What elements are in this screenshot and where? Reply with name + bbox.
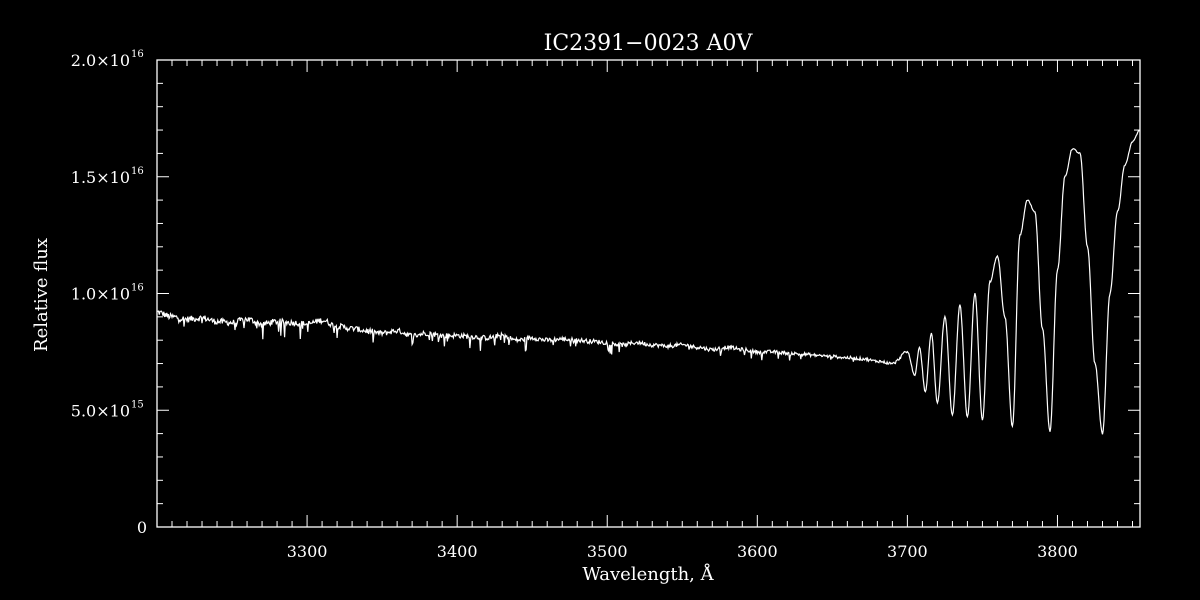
x-tick-label: 3500 [587,542,628,561]
x-axis-label: Wavelength, Å [582,563,714,585]
y-tick-label: 0 [137,518,147,537]
y-axis-ticks: 05.0×10 151.0×10 161.5×10 162.0×10 16 [71,49,1140,537]
y-tick-label: 2.0×10 [71,51,130,70]
plot-border [156,59,1141,528]
y-tick-label: 1.0×10 [71,285,130,304]
y-tick-exponent: 16 [131,283,144,294]
x-axis-ticks: 3300 3400 3500 3600 3700 3800 [156,60,1133,561]
x-tick-label: 3400 [437,542,478,561]
x-tick-label: 3300 [287,542,328,561]
y-tick-exponent: 15 [131,399,144,410]
spectrum-line [156,129,1141,435]
plot-frame [156,59,1141,528]
y-tick-label: 1.5×10 [71,168,130,187]
x-tick-label: 3800 [1037,542,1078,561]
x-tick-label: 3700 [887,542,928,561]
chart-title: IC2391−0023 A0V [544,31,754,56]
y-tick-exponent: 16 [131,49,144,60]
x-tick-label: 3600 [737,542,778,561]
y-axis-label: Relative flux [31,238,52,352]
y-tick-label: 5.0×10 [71,401,130,420]
y-tick-exponent: 16 [131,166,144,177]
